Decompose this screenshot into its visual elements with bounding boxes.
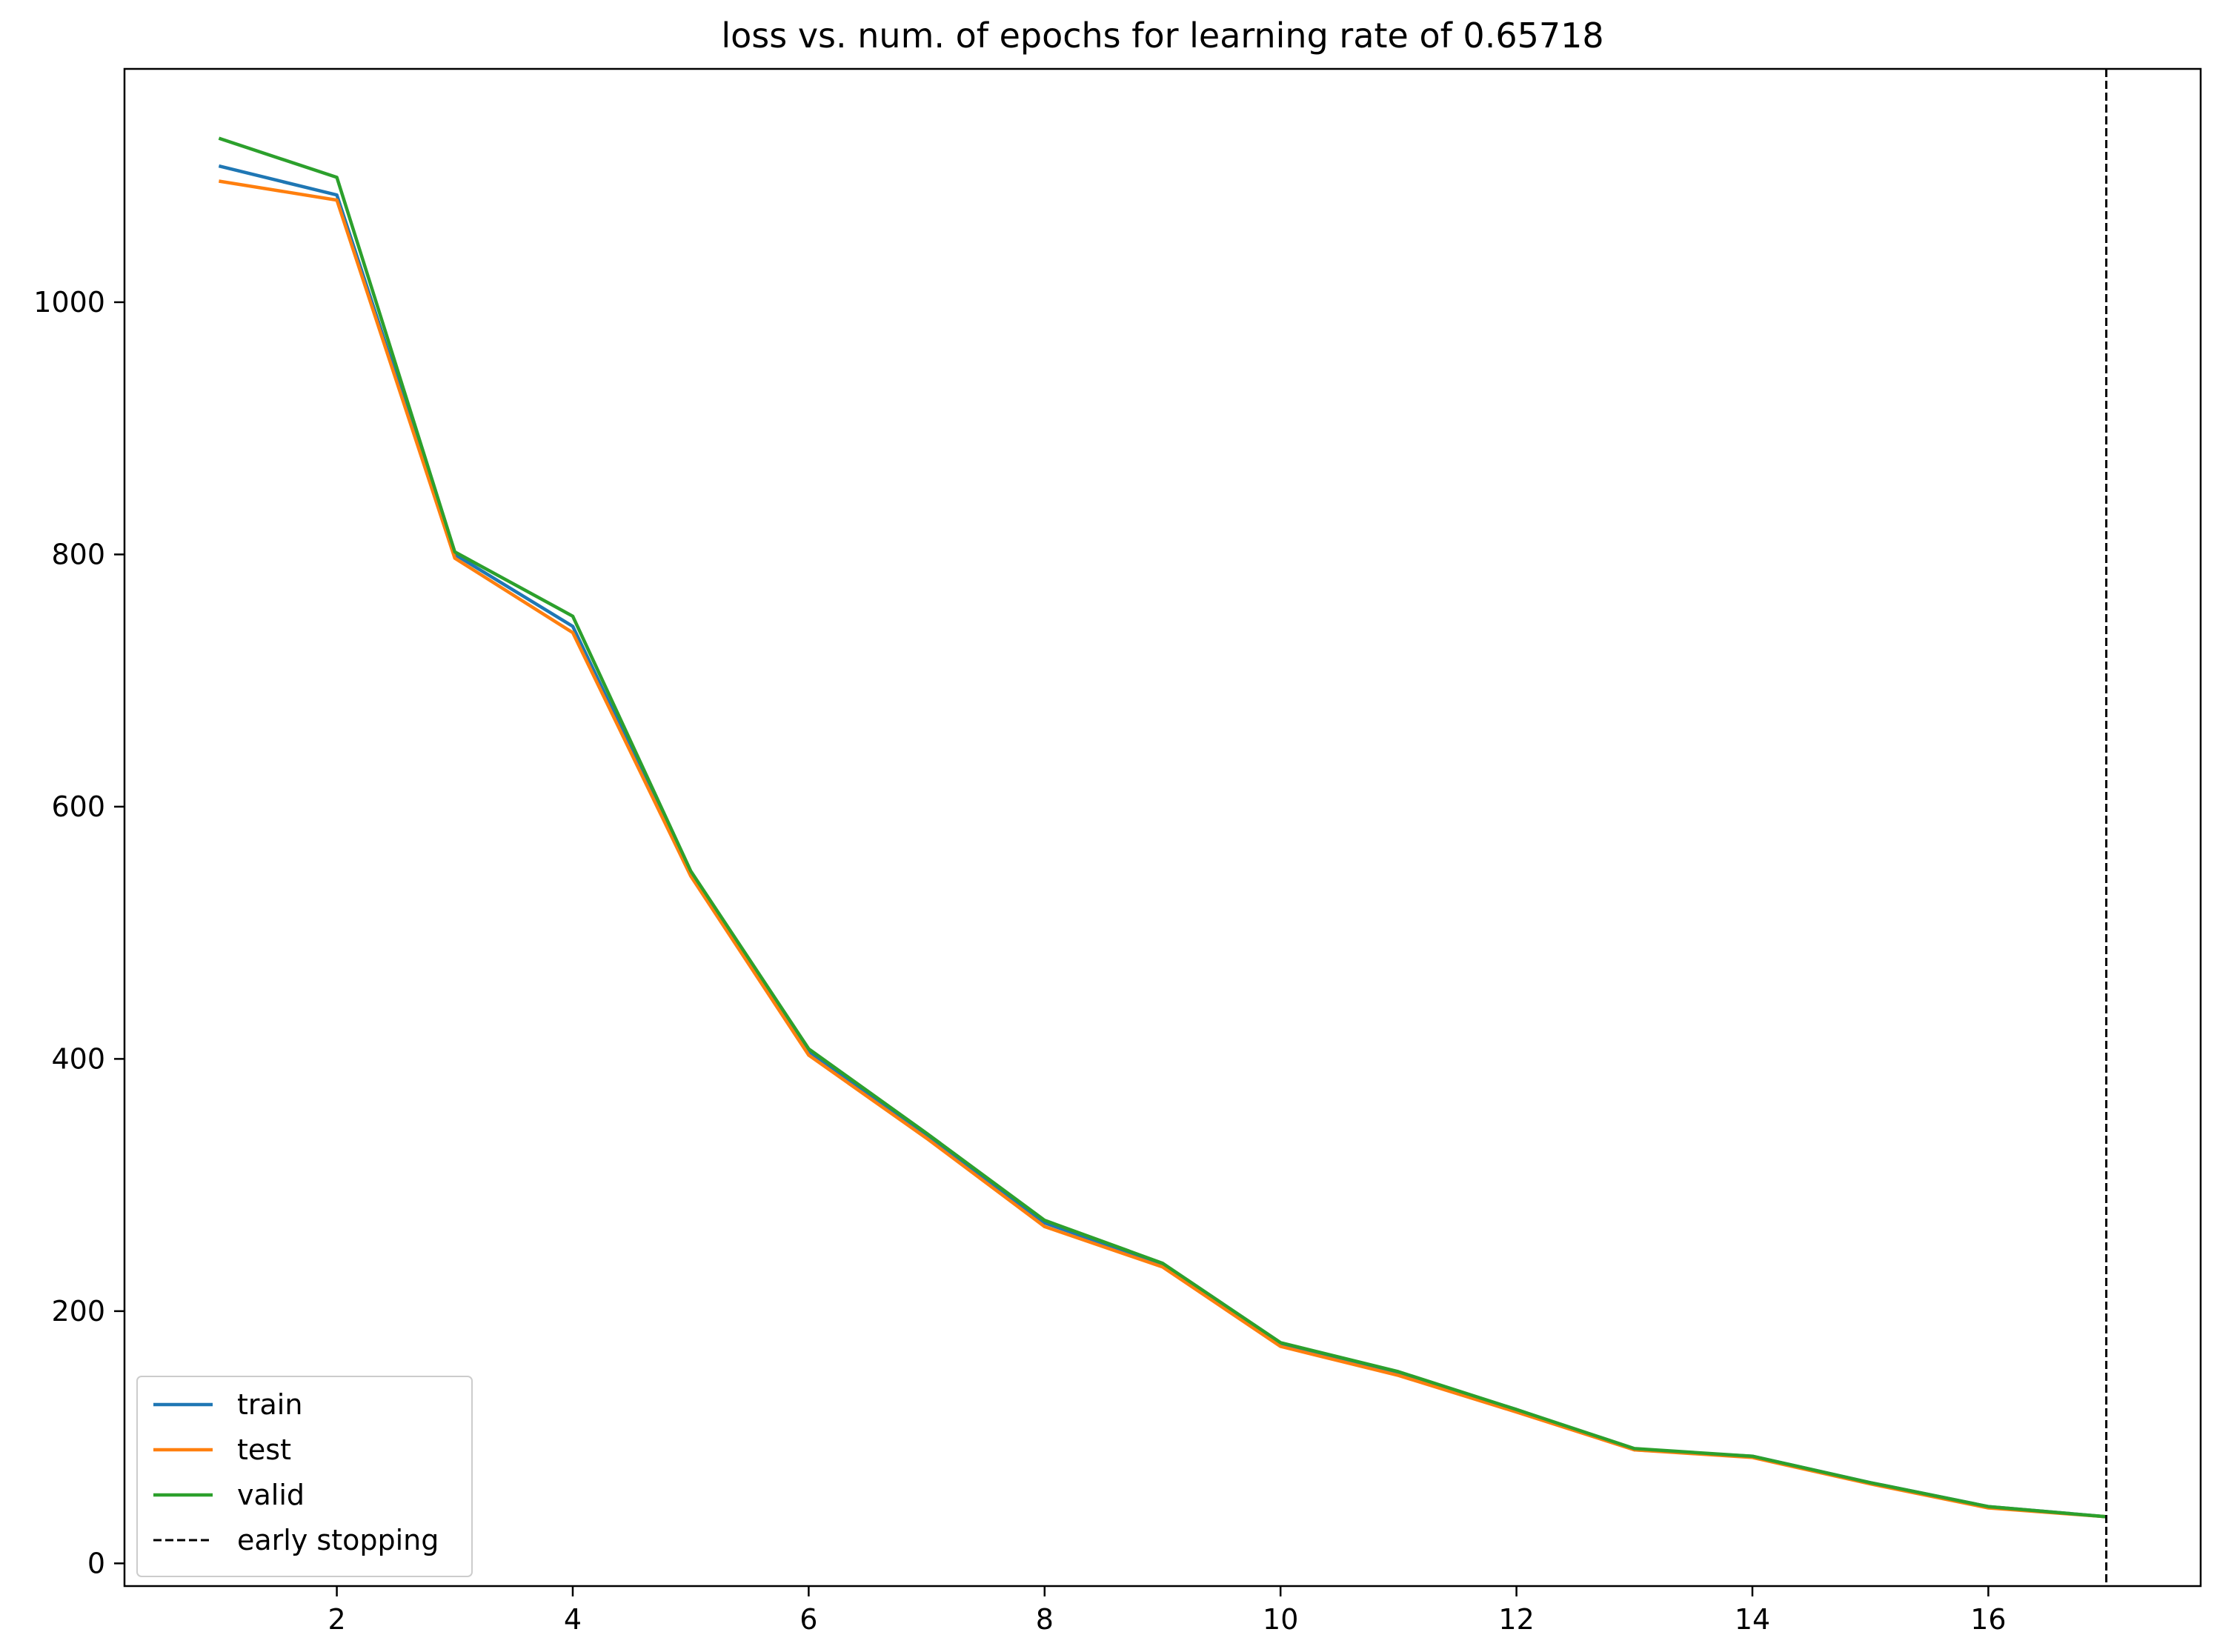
y-tick-label: 400 xyxy=(51,1042,105,1075)
x-tick-label: 4 xyxy=(564,1603,582,1636)
chart-title: loss vs. num. of epochs for learning rat… xyxy=(721,16,1603,56)
plot-frame xyxy=(123,67,2202,1588)
y-tick-label: 1000 xyxy=(33,286,105,319)
legend: train test valid early stopping xyxy=(136,1376,473,1577)
series-line-valid xyxy=(218,136,2107,1519)
y-tick-label: 800 xyxy=(51,538,105,570)
legend-label: train xyxy=(237,1388,302,1421)
x-tick-label: 16 xyxy=(1970,1603,2006,1636)
x-tick-label: 6 xyxy=(800,1603,817,1636)
x-tick-label: 14 xyxy=(1735,1603,1770,1636)
y-tick-label: 200 xyxy=(51,1295,105,1328)
legend-label: test xyxy=(237,1433,291,1466)
x-tick-label: 8 xyxy=(1036,1603,1054,1636)
plot-lines xyxy=(218,69,2108,1586)
y-tick-label: 600 xyxy=(51,790,105,823)
legend-label: early stopping xyxy=(237,1524,439,1556)
x-tick-label: 12 xyxy=(1498,1603,1534,1636)
x-tick-label: 10 xyxy=(1263,1603,1298,1636)
y-tick-label: 0 xyxy=(87,1547,105,1579)
legend-box xyxy=(136,1376,473,1577)
y-axis-ticks: 0 200 400 600 800 1000 xyxy=(33,286,124,1579)
legend-label: valid xyxy=(237,1479,305,1511)
x-tick-label: 2 xyxy=(328,1603,345,1636)
x-axis-ticks: 2 4 6 8 10 12 14 16 xyxy=(328,1586,2007,1636)
